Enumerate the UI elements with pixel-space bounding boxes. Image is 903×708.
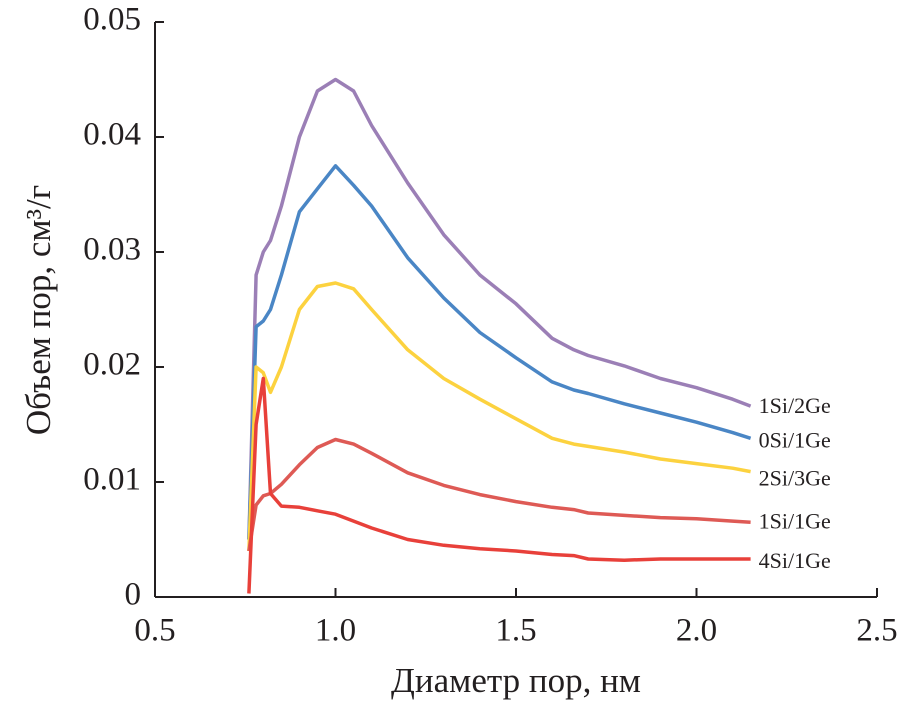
series-label: 1Si/1Ge bbox=[759, 508, 831, 533]
series-line bbox=[247, 77, 752, 540]
series-line bbox=[247, 281, 751, 552]
y-tick-label: 0 bbox=[125, 577, 142, 613]
series-line bbox=[247, 376, 751, 594]
series-label: 0Si/1Ge bbox=[759, 427, 831, 452]
x-tick-label: 1.0 bbox=[315, 613, 356, 649]
x-tick-label: 2.5 bbox=[856, 613, 897, 649]
x-tick-label: 0.5 bbox=[134, 613, 175, 649]
x-tick-label: 1.5 bbox=[495, 613, 536, 649]
y-tick-label: 0.05 bbox=[83, 2, 141, 38]
y-tick-label: 0.04 bbox=[83, 117, 141, 153]
series-line bbox=[247, 164, 752, 540]
series-line bbox=[247, 437, 751, 552]
series-label: 2Si/3Ge bbox=[759, 466, 831, 491]
x-axis-title: Диаметр пор, нм bbox=[391, 661, 641, 700]
x-tick-label: 2.0 bbox=[676, 613, 717, 649]
series-label: 1Si/2Ge bbox=[759, 393, 831, 418]
y-tick-label: 0.01 bbox=[83, 462, 141, 498]
y-axis-title: Объем пор, см³/г bbox=[19, 185, 58, 435]
y-tick-label: 0.03 bbox=[83, 232, 141, 268]
y-tick-label: 0.02 bbox=[83, 347, 141, 383]
series-label: 4Si/1Ge bbox=[759, 548, 831, 573]
